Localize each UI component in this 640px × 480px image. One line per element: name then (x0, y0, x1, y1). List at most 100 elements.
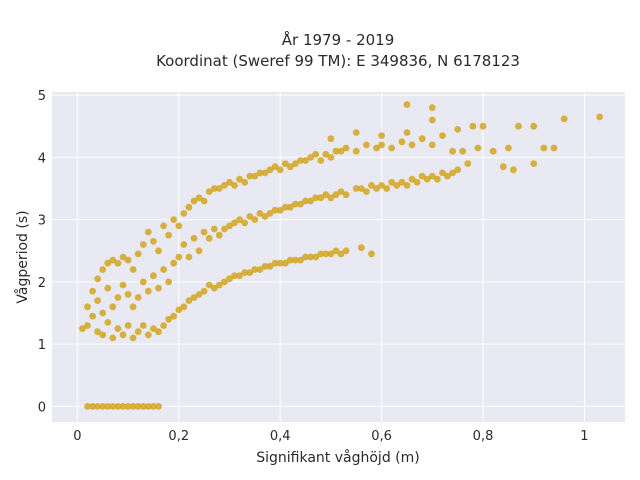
scatter-point (231, 219, 238, 227)
scatter-point (119, 403, 127, 410)
scatter-point (99, 309, 107, 317)
scatter-point (215, 281, 223, 289)
scatter-point (190, 294, 198, 301)
scatter-point (281, 160, 289, 168)
scatter-point (281, 203, 289, 211)
scatter-point (292, 256, 299, 264)
scatter-point (388, 178, 396, 186)
scatter-point (378, 182, 385, 189)
scatter-point (271, 259, 279, 267)
scatter-point (94, 328, 101, 336)
scatter-point (150, 238, 157, 245)
scatter-point (134, 328, 142, 336)
scatter-point (342, 191, 350, 199)
x-tick-label: 0 (73, 429, 81, 444)
scatter-point (332, 147, 340, 155)
scatter-point (403, 182, 411, 189)
scatter-point (180, 210, 188, 217)
scatter-point (297, 200, 304, 208)
scatter-point (413, 178, 421, 186)
scatter-point (246, 172, 254, 180)
scatter-point (119, 253, 127, 261)
scatter-point (139, 241, 147, 248)
scatter-point (114, 259, 122, 267)
scatter-point (180, 303, 188, 311)
scatter-point (241, 269, 249, 276)
scatter-point (302, 197, 309, 205)
scatter-point (286, 203, 294, 211)
scatter-point (428, 116, 436, 124)
scatter-point (342, 144, 350, 152)
scatter-point (150, 325, 157, 332)
scatter-point (89, 312, 96, 320)
scatter-point (368, 182, 375, 189)
scatter-point (109, 256, 117, 264)
scatter-point (165, 315, 173, 323)
scatter-point (428, 104, 436, 111)
scatter-point (109, 403, 117, 410)
x-tick-labels: 0 0,2 0,4 0,6 0,8 1 (73, 429, 588, 444)
scatter-point (226, 222, 233, 230)
scatter-point (540, 144, 548, 152)
scatter-point (352, 129, 360, 136)
scatter-point (226, 275, 233, 283)
scatter-point (99, 403, 107, 410)
scatter-point (160, 322, 168, 329)
scatter-point (150, 403, 157, 410)
scatter-point (94, 275, 101, 283)
scatter-point (195, 291, 203, 298)
scatter-point (155, 328, 162, 336)
scatter-point (185, 253, 193, 261)
plot-area (52, 92, 625, 422)
scatter-point (134, 250, 142, 258)
scatter-point (307, 154, 314, 161)
scatter-point (322, 150, 330, 158)
scatter-point (363, 188, 370, 196)
scatter-point (226, 178, 233, 186)
scatter-point (479, 122, 487, 130)
scatter-point (434, 175, 441, 183)
scatter-point (302, 157, 309, 164)
scatter-point (221, 225, 228, 233)
scatter-point (378, 141, 385, 149)
x-tick-label: 0,4 (270, 429, 291, 444)
scatter-point (474, 144, 482, 152)
scatter-point (337, 147, 345, 155)
scatter-point (139, 322, 147, 329)
y-tick-label: 1 (38, 338, 46, 353)
scatter-point (84, 303, 91, 311)
scatter-point (312, 150, 320, 158)
scatter-point (94, 297, 101, 304)
scatter-point (256, 210, 264, 217)
scatter-point (190, 234, 198, 242)
scatter-point (124, 322, 132, 329)
scatter-point (104, 403, 112, 410)
scatter-point (180, 241, 188, 248)
scatter-point (134, 294, 142, 301)
scatter-point (388, 144, 396, 152)
scatter-point (464, 160, 472, 168)
scatter-point (454, 166, 462, 174)
scatter-point (124, 256, 132, 264)
x-tick-label: 0,8 (473, 429, 494, 444)
scatter-point (449, 147, 456, 155)
scatter-point (423, 175, 431, 183)
y-tick-label: 3 (38, 214, 46, 229)
scatter-point (322, 250, 330, 258)
scatter-point (368, 250, 375, 258)
scatter-point (185, 203, 193, 211)
scatter-point (281, 259, 289, 267)
chart-title-line-1: År 1979 - 2019 (282, 30, 395, 49)
scatter-point (155, 284, 162, 292)
scatter-point (129, 403, 137, 410)
scatter-point (261, 213, 269, 220)
scatter-point (200, 287, 208, 295)
scatter-point (418, 135, 426, 143)
scatter-point (428, 172, 436, 180)
scatter-point (221, 182, 228, 189)
scatter-point (454, 125, 462, 133)
scatter-point (266, 166, 274, 174)
scatter-point (134, 403, 142, 410)
scatter-point (398, 138, 406, 146)
